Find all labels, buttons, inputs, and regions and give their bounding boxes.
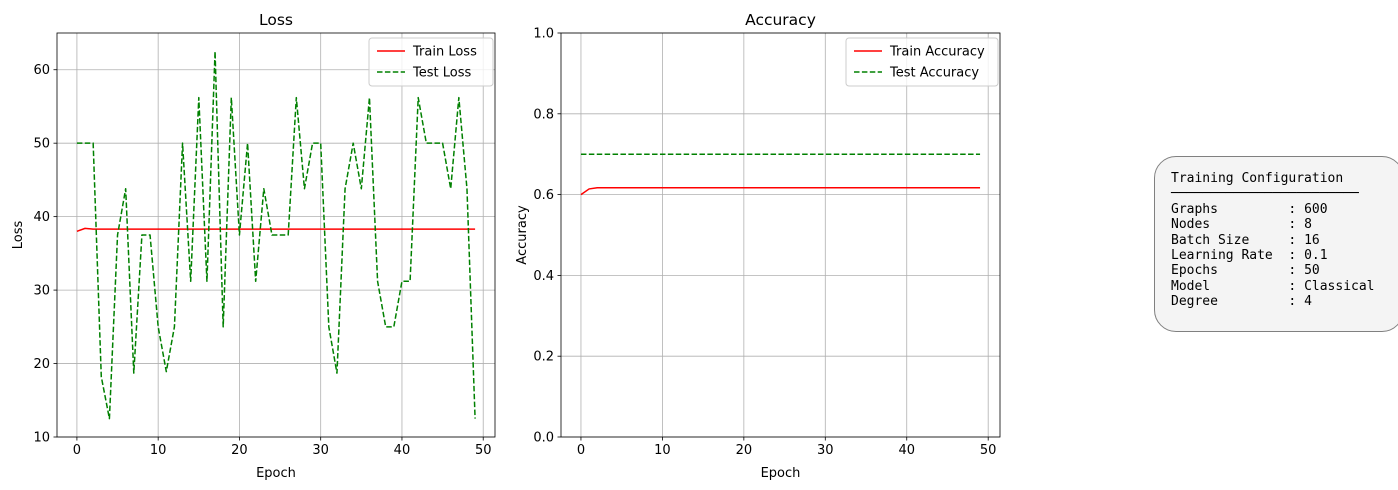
- legend: Train Loss Test Loss: [368, 37, 494, 87]
- config-value: 0.1: [1304, 248, 1328, 264]
- x-tick-label: 30: [312, 443, 329, 458]
- y-tick-label: 0.0: [533, 431, 554, 446]
- config-title: Training Configuration: [1171, 171, 1344, 186]
- legend: Train Accuracy Test Accuracy: [845, 37, 999, 87]
- plot-frame: [560, 32, 1001, 438]
- y-tick-label: 0.4: [533, 269, 554, 284]
- x-tick-label: 0: [73, 443, 81, 458]
- chart-title: Loss: [259, 11, 293, 29]
- chart-title: Accuracy: [745, 11, 816, 29]
- x-tick-label: 10: [150, 443, 167, 458]
- y-tick-label: 30: [33, 284, 50, 299]
- config-row-batch-size: Batch Size : 16: [1171, 232, 1320, 248]
- test-loss-line: [76, 50, 476, 420]
- legend-label: Train Loss: [412, 45, 477, 60]
- y-tick-label: 10: [33, 431, 50, 446]
- x-tick-label: 50: [475, 443, 492, 458]
- config-value: 16: [1304, 232, 1320, 248]
- train-accuracy-line: [580, 186, 981, 196]
- config-row-degree: Degree : 4: [1171, 294, 1312, 310]
- config-value: 8: [1304, 217, 1312, 233]
- y-tick-label: 0.8: [533, 107, 554, 122]
- config-key: Learning Rate: [1171, 248, 1289, 264]
- x-tick-label: 40: [898, 443, 915, 458]
- config-key: Model: [1171, 278, 1289, 294]
- config-value: 50: [1304, 263, 1320, 279]
- x-tick-label: 10: [654, 443, 671, 458]
- y-tick-label: 50: [33, 137, 50, 152]
- y-tick-label: 60: [33, 63, 50, 78]
- y-axis-label: Accuracy: [515, 205, 530, 265]
- legend-label: Test Loss: [412, 66, 471, 81]
- config-row-nodes: Nodes : 8: [1171, 217, 1312, 233]
- legend-label: Test Accuracy: [889, 66, 979, 81]
- accuracy-chart: 0 10 20 30 40 50 0.0 0.2 0.4 0.6 0.8 1.0 Accuracy Epo…: [515, 11, 1001, 481]
- legend-box: [845, 37, 999, 87]
- y-tick-label: 0.2: [533, 350, 554, 365]
- config-row-learning-rate: Learning Rate : 0.1: [1171, 248, 1328, 264]
- config-key: Nodes: [1171, 217, 1289, 233]
- y-axis-label: Loss: [11, 221, 26, 250]
- x-tick-label: 20: [231, 443, 248, 458]
- y-tick-label: 40: [33, 210, 50, 225]
- config-rows: Graphs : 600 Nodes : 8 Batch Size : 16 L…: [1171, 202, 1375, 309]
- x-axis-label: Epoch: [256, 466, 296, 481]
- y-tick-label: 0.6: [533, 188, 554, 203]
- config-key: Epochs: [1171, 263, 1289, 279]
- y-tick-label: 1.0: [533, 27, 554, 42]
- training-config-box: [1154, 156, 1398, 332]
- config-divider: ────────────────────────: [1171, 186, 1359, 202]
- config-value: Classical: [1304, 278, 1375, 294]
- legend-box: [368, 37, 494, 87]
- legend-label: Train Accuracy: [889, 45, 985, 60]
- config-row-graphs: Graphs : 600: [1171, 201, 1328, 217]
- config-key: Graphs: [1171, 201, 1289, 217]
- loss-chart: 0 10 20 30 40 50 10 20 30 40 50 60 Loss Epoch Loss Trai…: [11, 11, 496, 481]
- x-axis-label: Epoch: [761, 466, 801, 481]
- config-row-epochs: Epochs : 50: [1171, 263, 1320, 279]
- config-key: Degree: [1171, 294, 1289, 310]
- x-tick-label: 0: [577, 443, 585, 458]
- x-tick-label: 50: [980, 443, 997, 458]
- train-loss-line: [76, 227, 476, 233]
- x-tick-label: 30: [817, 443, 834, 458]
- training-config-text: Training Configuration ─────────────────…: [1171, 171, 1375, 310]
- config-key: Batch Size: [1171, 232, 1289, 248]
- config-row-model: Model : Classical: [1171, 278, 1375, 294]
- config-value: 4: [1304, 294, 1312, 310]
- plot-frame: [56, 32, 496, 438]
- y-tick-label: 20: [33, 357, 50, 372]
- config-value: 600: [1304, 201, 1328, 217]
- x-tick-label: 20: [736, 443, 753, 458]
- x-tick-label: 40: [394, 443, 411, 458]
